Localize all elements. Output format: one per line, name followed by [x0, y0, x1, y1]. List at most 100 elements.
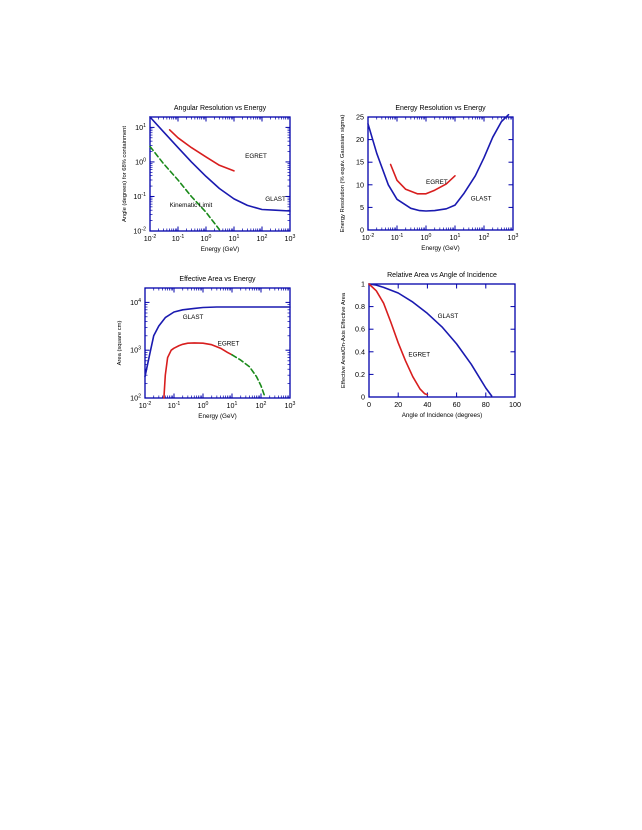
x-tick-label: 10-2 [362, 233, 375, 242]
x-tick-exp: 0 [429, 233, 432, 239]
x-tick-label: 101 [229, 234, 240, 243]
x-tick-exp: 3 [293, 401, 296, 407]
x-tick-exp: 3 [516, 233, 519, 239]
y-tick-label: 104 [130, 298, 141, 307]
chart-title: Effective Area vs Energy [179, 276, 256, 283]
x-tick-exp: -1 [399, 233, 404, 239]
y-tick-base: 5 [360, 203, 364, 212]
x-tick-label: 102 [256, 401, 267, 410]
series-annotation: Kinematic Limit [170, 202, 213, 209]
x-tick-base: 10 [421, 233, 429, 242]
x-tick-base: 10 [229, 234, 237, 243]
y-axis-label: Effective Area/On-Axis Effective Area [341, 292, 347, 388]
x-tick-label: 10-1 [168, 401, 181, 410]
x-tick-base: 20 [394, 400, 402, 409]
x-tick-label: 100 [509, 400, 521, 409]
chart-area: 10-2 10-1 100 101 102 103102103104GLASTEGRETE… [117, 276, 296, 420]
x-tick-base: 40 [423, 400, 431, 409]
x-tick-base: 60 [453, 400, 461, 409]
y-axis-label: Angle (degrees) for 68% containment [122, 126, 128, 222]
x-tick-base: 100 [509, 400, 521, 409]
x-tick-label: 102 [479, 233, 490, 242]
x-tick-exp: -2 [370, 233, 375, 239]
y-tick-base: 10 [133, 227, 141, 236]
series-egret-extrapolated [231, 353, 266, 396]
plot-frame [368, 283, 516, 398]
series-glast [149, 116, 291, 212]
series-glast [144, 306, 291, 378]
y-tick-label: 25 [356, 113, 364, 122]
series-annotation: EGRET [245, 153, 267, 160]
chart-title: Relative Area vs Angle of Incidence [387, 272, 497, 279]
y-tick-base: 0 [360, 226, 364, 235]
series-egret [368, 283, 429, 396]
x-tick-label: 101 [227, 401, 238, 410]
x-tick-base: 10 [198, 401, 206, 410]
x-tick-base: 10 [201, 234, 209, 243]
y-tick-label: 103 [130, 346, 141, 355]
series-annotation: EGRET [408, 351, 430, 358]
y-tick-label: 5 [360, 203, 364, 212]
x-tick-base: 80 [482, 400, 490, 409]
y-tick-label: 0 [361, 393, 365, 402]
series-annotation: GLAST [438, 313, 459, 320]
plot-frame [149, 116, 291, 232]
y-tick-base: 10 [133, 192, 141, 201]
y-tick-label: 10-2 [133, 227, 146, 236]
x-tick-exp: 2 [265, 234, 268, 240]
x-tick-base: 10 [139, 401, 147, 410]
x-tick-base: 10 [362, 233, 370, 242]
chart-incidence: 0 20 40 60 80 100 0 0.2 0.4 0.6 0.8 1 GLAST EGRET Rela… [341, 272, 521, 419]
series-glast [368, 283, 493, 397]
series-glast [367, 113, 510, 212]
x-tick-base: 10 [285, 234, 293, 243]
x-tick-label: 10-1 [172, 234, 185, 243]
y-axis-label: Area (square cm) [117, 321, 123, 366]
y-tick-label: 10 [356, 180, 364, 189]
series-annotation: GLAST [471, 196, 492, 203]
y-tick-exp: 4 [138, 298, 141, 304]
x-tick-base: 10 [508, 233, 516, 242]
series-annotation: GLAST [265, 196, 286, 203]
x-tick-exp: 1 [458, 233, 461, 239]
x-tick-label: 100 [201, 234, 212, 243]
y-tick-base: 25 [356, 113, 364, 122]
y-tick-exp: 1 [143, 123, 146, 129]
x-axis-label: Angle of Incidence (degrees) [402, 412, 483, 419]
x-tick-label: 101 [450, 233, 461, 242]
x-axis-label: Energy (GeV) [198, 413, 237, 420]
x-tick-exp: 3 [293, 234, 296, 240]
series-egret [389, 163, 456, 195]
x-tick-base: 10 [479, 233, 487, 242]
x-tick-exp: 1 [235, 401, 238, 407]
x-tick-base: 10 [285, 401, 293, 410]
y-tick-base: 1 [361, 280, 365, 289]
y-tick-base: 10 [130, 394, 138, 403]
y-tick-base: 10 [135, 157, 143, 166]
y-tick-base: 10 [356, 180, 364, 189]
x-tick-exp: 0 [209, 234, 212, 240]
series-annotation: EGRET [426, 179, 448, 186]
y-tick-label: 101 [135, 123, 146, 132]
series-kinematic-limit [149, 145, 221, 231]
y-tick-label: 10-1 [133, 192, 146, 201]
y-tick-base: 10 [130, 346, 138, 355]
x-axis-label: Energy (GeV) [421, 245, 460, 252]
y-tick-exp: -1 [141, 192, 146, 198]
x-tick-label: 80 [482, 400, 490, 409]
x-tick-label: 103 [285, 234, 296, 243]
x-tick-base: 10 [172, 234, 180, 243]
series-egret [168, 129, 235, 172]
x-tick-label: 103 [285, 401, 296, 410]
series-annotation: EGRET [218, 341, 240, 348]
y-tick-base: 0.6 [355, 325, 365, 334]
x-tick-exp: 1 [237, 234, 240, 240]
x-tick-label: 103 [508, 233, 519, 242]
x-tick-exp: 0 [206, 401, 209, 407]
x-tick-exp: -2 [147, 401, 152, 407]
x-tick-exp: 2 [487, 233, 490, 239]
y-tick-label: 100 [135, 157, 146, 166]
chart-title: Energy Resolution vs Energy [395, 105, 486, 112]
y-tick-base: 15 [356, 158, 364, 167]
